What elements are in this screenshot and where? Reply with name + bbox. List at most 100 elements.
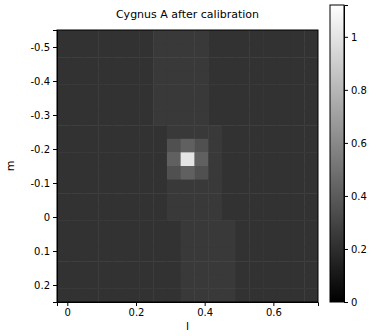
tick-label: 0.6 bbox=[266, 307, 282, 318]
cell bbox=[181, 166, 195, 180]
cell bbox=[208, 207, 222, 221]
cell bbox=[98, 220, 112, 234]
cell bbox=[126, 166, 140, 180]
cell bbox=[208, 112, 222, 126]
cell bbox=[208, 288, 222, 302]
cell bbox=[167, 84, 181, 98]
cell bbox=[57, 248, 71, 262]
cell bbox=[263, 98, 277, 112]
cell bbox=[304, 30, 318, 44]
cell bbox=[139, 139, 153, 153]
cell bbox=[236, 234, 250, 248]
cell bbox=[277, 152, 291, 166]
cell bbox=[249, 98, 263, 112]
cell bbox=[304, 98, 318, 112]
tick-label: 0.6 bbox=[351, 138, 367, 149]
cell bbox=[291, 84, 305, 98]
cell bbox=[263, 71, 277, 85]
cell bbox=[126, 71, 140, 85]
cell bbox=[98, 44, 112, 58]
cell bbox=[249, 44, 263, 58]
cell bbox=[222, 275, 236, 289]
cell bbox=[304, 248, 318, 262]
cell bbox=[277, 248, 291, 262]
cell bbox=[112, 125, 126, 139]
cell bbox=[236, 180, 250, 194]
cell bbox=[57, 57, 71, 71]
cell bbox=[98, 152, 112, 166]
cell bbox=[181, 84, 195, 98]
tick-label: 0.1 bbox=[34, 246, 50, 257]
cell bbox=[139, 71, 153, 85]
cell bbox=[98, 207, 112, 221]
cell bbox=[304, 125, 318, 139]
cell bbox=[194, 193, 208, 207]
cell bbox=[57, 261, 71, 275]
cell bbox=[153, 84, 167, 98]
cell bbox=[222, 71, 236, 85]
cell bbox=[57, 30, 71, 44]
axis-line bbox=[345, 6, 349, 303]
cell bbox=[139, 180, 153, 194]
cell bbox=[98, 139, 112, 153]
cell bbox=[208, 275, 222, 289]
cell bbox=[277, 44, 291, 58]
cell bbox=[291, 193, 305, 207]
cell bbox=[112, 288, 126, 302]
cell bbox=[291, 98, 305, 112]
cell bbox=[139, 112, 153, 126]
cell bbox=[304, 71, 318, 85]
cell bbox=[71, 125, 85, 139]
cell bbox=[181, 112, 195, 126]
cell bbox=[167, 288, 181, 302]
cell bbox=[139, 166, 153, 180]
cell bbox=[112, 248, 126, 262]
cell bbox=[249, 139, 263, 153]
cell bbox=[153, 57, 167, 71]
cell bbox=[194, 220, 208, 234]
cell bbox=[208, 261, 222, 275]
cell bbox=[194, 112, 208, 126]
cell bbox=[84, 288, 98, 302]
cell bbox=[112, 220, 126, 234]
cell bbox=[126, 180, 140, 194]
cell bbox=[139, 193, 153, 207]
cell bbox=[236, 248, 250, 262]
tick-label: -0.5 bbox=[30, 42, 50, 53]
cell bbox=[181, 30, 195, 44]
cell bbox=[222, 166, 236, 180]
cell bbox=[277, 30, 291, 44]
cell bbox=[277, 84, 291, 98]
cell bbox=[71, 193, 85, 207]
cell bbox=[139, 44, 153, 58]
tick: 0.6 bbox=[266, 302, 282, 318]
cell bbox=[194, 207, 208, 221]
tick: -0.1 bbox=[30, 178, 57, 189]
cell bbox=[181, 139, 195, 153]
cell bbox=[249, 288, 263, 302]
cell bbox=[98, 180, 112, 194]
cell bbox=[236, 152, 250, 166]
cell bbox=[84, 152, 98, 166]
cell bbox=[304, 112, 318, 126]
cell bbox=[84, 261, 98, 275]
cell bbox=[249, 193, 263, 207]
cell bbox=[304, 180, 318, 194]
cell bbox=[71, 57, 85, 71]
cell bbox=[84, 275, 98, 289]
cell bbox=[153, 248, 167, 262]
cell bbox=[236, 166, 250, 180]
y-axis: -0.5-0.4-0.3-0.2-0.100.10.2 bbox=[30, 31, 57, 303]
cell bbox=[291, 180, 305, 194]
cell bbox=[236, 98, 250, 112]
cell bbox=[263, 234, 277, 248]
cell bbox=[249, 180, 263, 194]
cell bbox=[194, 125, 208, 139]
cell bbox=[71, 248, 85, 262]
colorbar bbox=[330, 5, 344, 302]
cell bbox=[71, 152, 85, 166]
cell bbox=[98, 275, 112, 289]
cell bbox=[222, 84, 236, 98]
cell bbox=[98, 112, 112, 126]
cell bbox=[277, 71, 291, 85]
